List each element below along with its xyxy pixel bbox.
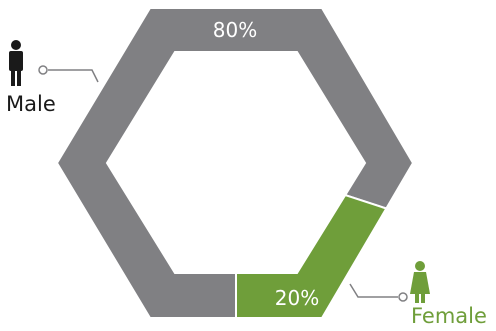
female-category-label: Female [411, 304, 487, 328]
male-connector-dot [38, 65, 48, 75]
female-value-label: 20% [275, 286, 319, 310]
male-connector-line [48, 69, 99, 83]
male-legend: Male [6, 40, 99, 116]
female-person-icon [410, 261, 430, 303]
female-connector-line [349, 283, 398, 298]
female-legend: Female [349, 261, 487, 328]
male-value-label: 80% [213, 18, 257, 42]
male-category-label: Male [6, 92, 56, 116]
male-segment [55, 7, 415, 319]
segments-group [55, 7, 415, 319]
male-person-icon [9, 40, 23, 86]
female-connector-dot [398, 292, 408, 302]
female-segment [235, 193, 388, 319]
